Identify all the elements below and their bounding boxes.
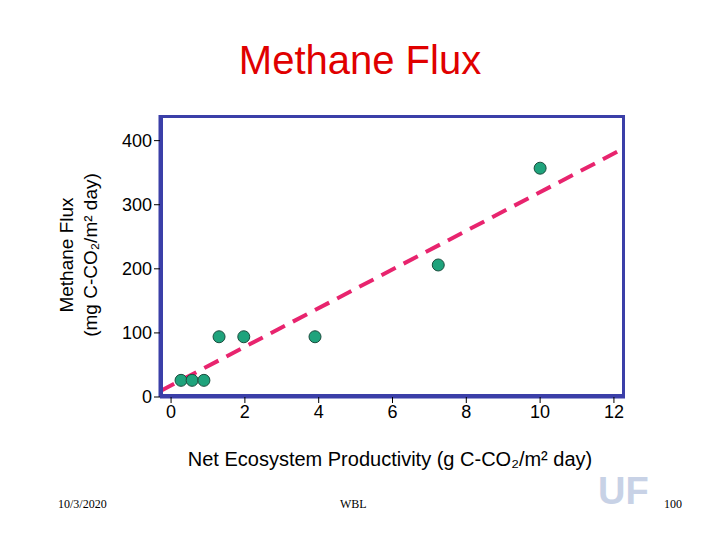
html-text:UF: UF <box>598 470 649 512</box>
html-text:10/3/2020: 10/3/2020 <box>58 497 107 511</box>
svg-text:10: 10 <box>530 402 550 422</box>
svg-text:400: 400 <box>122 131 152 151</box>
svg-text:100: 100 <box>122 323 152 343</box>
svg-text:8: 8 <box>461 402 471 422</box>
html-text:Methane Flux: Methane Flux <box>56 197 77 313</box>
svg-text:300: 300 <box>122 195 152 215</box>
html-text:Net Ecosystem Productivity (g: Net Ecosystem Productivity (g C-CO₂/m² d… <box>187 448 593 470</box>
svg-text:6: 6 <box>387 402 397 422</box>
svg-text:4: 4 <box>314 402 324 422</box>
svg-text:12: 12 <box>604 402 624 422</box>
html-text:WBL: WBL <box>340 497 367 511</box>
html-text:(mg C-CO₂/m² day): (mg C-CO₂/m² day) <box>80 173 101 337</box>
svg-text:2: 2 <box>240 402 250 422</box>
html-text:100: 100 <box>664 497 682 511</box>
svg-text:200: 200 <box>122 259 152 279</box>
svg-text:0: 0 <box>166 402 176 422</box>
svg-text:0: 0 <box>142 387 152 407</box>
html-text:Methane Flux: Methane Flux <box>238 38 482 82</box>
